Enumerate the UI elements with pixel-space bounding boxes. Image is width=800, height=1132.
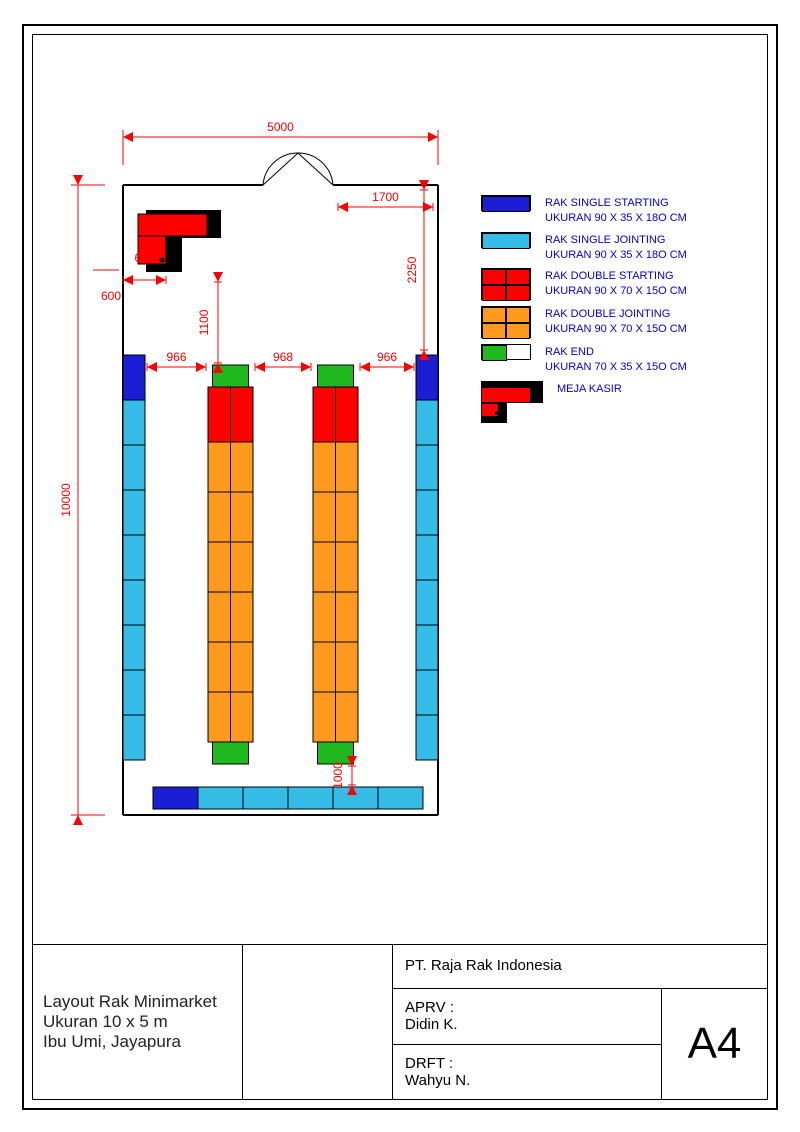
legend-item-kasir: MEJA KASIR [481,381,687,425]
legend-swatch-rak_end [481,344,531,360]
aprv-label: APRV : [405,999,454,1016]
svg-text:600: 600 [134,251,154,265]
title-spacer [243,945,393,1099]
legend-label-double_start: RAK DOUBLE STARTINGUKURAN 90 X 70 X 15O … [545,268,687,299]
svg-text:5000: 5000 [267,120,294,134]
legend-label-rak_end: RAK ENDUKURAN 70 X 35 X 15O CM [545,344,687,375]
svg-text:2250: 2250 [405,256,419,283]
drft-cell: DRFT : Wahyu N. [393,1045,662,1100]
aprv-name: Didin K. [405,1016,458,1033]
svg-text:968: 968 [273,350,293,364]
svg-text:966: 966 [377,350,397,364]
svg-text:1700: 1700 [372,190,399,204]
title-line-1: Layout Rak Minimarket [43,992,232,1012]
legend-label-single_start: RAK SINGLE STARTINGUKURAN 90 X 35 X 18O … [545,195,687,226]
floorplan-drawing: 5000 10000 1700 2250 600 600 1100 966 968 966 1000… [33,35,767,935]
legend-item-single_joint: RAK SINGLE JOINTINGUKURAN 90 X 35 X 18O … [481,232,687,263]
title-line-2: Ukuran 10 x 5 m [43,1012,232,1032]
legend-item-double_joint: RAK DOUBLE JOINTINGUKURAN 90 X 70 X 15O … [481,306,687,338]
drft-name: Wahyu N. [405,1072,470,1089]
title-meta: PT. Raja Rak Indonesia APRV : Didin K. D… [393,945,767,1099]
legend-swatch-kasir [481,381,543,425]
svg-text:1000: 1000 [331,762,345,789]
svg-text:600: 600 [101,289,121,303]
legend: RAK SINGLE STARTINGUKURAN 90 X 35 X 18O … [481,195,687,431]
legend-item-double_start: RAK DOUBLE STARTINGUKURAN 90 X 70 X 15O … [481,268,687,300]
legend-swatch-single_joint [481,232,531,248]
legend-label-single_joint: RAK SINGLE JOINTINGUKURAN 90 X 35 X 18O … [545,232,687,263]
svg-text:1100: 1100 [197,309,211,335]
svg-text:10000: 10000 [59,483,73,517]
svg-text:966: 966 [166,350,186,364]
legend-item-rak_end: RAK ENDUKURAN 70 X 35 X 15O CM [481,344,687,375]
legend-item-single_start: RAK SINGLE STARTINGUKURAN 90 X 35 X 18O … [481,195,687,226]
legend-swatch-single_start [481,195,531,211]
legend-swatch-double_joint [481,306,531,338]
title-line-3: Ibu Umi, Jayapura [43,1032,232,1052]
legend-label-kasir: MEJA KASIR [557,381,622,397]
floorplan-svg: 5000 10000 1700 2250 600 600 1100 966 968 966 1000 [33,35,773,935]
company-name: PT. Raja Rak Indonesia [393,945,767,989]
drft-label: DRFT : [405,1055,453,1072]
drawing-frame-inner: 5000 10000 1700 2250 600 600 1100 966 968 966 1000… [32,34,768,1100]
title-block: Layout Rak Minimarket Ukuran 10 x 5 m Ib… [33,944,767,1099]
paper-size: A4 [662,989,767,1099]
aprv-cell: APRV : Didin K. [393,989,662,1045]
drawing-title: Layout Rak Minimarket Ukuran 10 x 5 m Ib… [33,945,243,1099]
legend-swatch-double_start [481,268,531,300]
legend-label-double_joint: RAK DOUBLE JOINTINGUKURAN 90 X 70 X 15O … [545,306,687,337]
drawing-frame-outer: 5000 10000 1700 2250 600 600 1100 966 968 966 1000… [22,24,778,1110]
